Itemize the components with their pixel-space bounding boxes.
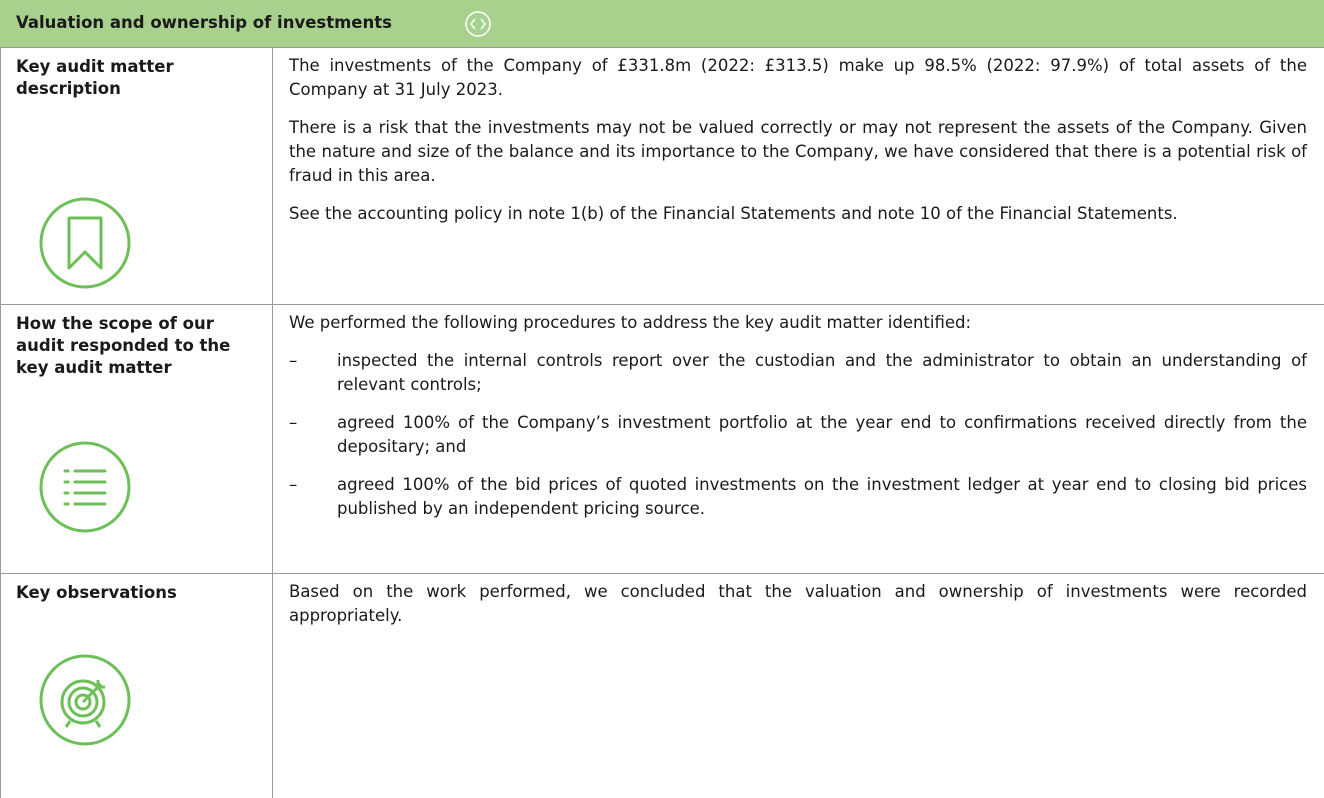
table-border bbox=[272, 48, 273, 304]
list-item: – agreed 100% of the bid prices of quoted… bbox=[289, 473, 1307, 521]
item-text: agreed 100% of the Company’s investment … bbox=[337, 413, 1307, 456]
list-item: – inspected the internal controls report … bbox=[289, 349, 1307, 397]
paragraph: See the accounting policy in note 1(b) o… bbox=[289, 204, 1178, 223]
bullet: – bbox=[289, 413, 298, 432]
paragraph: There is a risk that the investments may… bbox=[289, 118, 1307, 185]
row: How the scope of our audit responded to … bbox=[0, 304, 1324, 573]
list-icon bbox=[39, 441, 131, 533]
row-label: How the scope of our audit responded to … bbox=[16, 314, 231, 377]
bullet: – bbox=[289, 475, 298, 494]
row: Key audit matter description The investm… bbox=[0, 47, 1324, 304]
table-border bbox=[272, 574, 273, 798]
row-body: We performed the following procedures to… bbox=[289, 311, 1307, 535]
header: Valuation and ownership of investments bbox=[0, 0, 1324, 47]
bullet: – bbox=[289, 351, 298, 370]
row-body: Based on the work performed, we conclude… bbox=[289, 580, 1307, 642]
table-border bbox=[0, 305, 1, 573]
row-body: The investments of the Company of £331.8… bbox=[289, 54, 1307, 240]
table-border bbox=[0, 574, 1, 798]
paragraph: We performed the following procedures to… bbox=[289, 313, 972, 332]
row: Key observations Based on the work perfo… bbox=[0, 573, 1324, 798]
paragraph: The investments of the Company of £331.8… bbox=[289, 56, 1307, 99]
row-label: Key observations bbox=[16, 583, 177, 602]
header-title: Valuation and ownership of investments bbox=[16, 13, 392, 32]
nav-icon bbox=[465, 11, 491, 37]
target-icon bbox=[39, 654, 131, 746]
paragraph: Based on the work performed, we conclude… bbox=[289, 582, 1307, 625]
table-border bbox=[0, 48, 1, 304]
table-border bbox=[272, 305, 273, 573]
item-text: inspected the internal controls report o… bbox=[337, 351, 1307, 394]
row-label: Key audit matter description bbox=[16, 57, 174, 98]
list-item: – agreed 100% of the Company’s investment… bbox=[289, 411, 1307, 459]
item-text: agreed 100% of the bid prices of quoted … bbox=[337, 475, 1307, 518]
bookmark-icon bbox=[39, 197, 131, 289]
